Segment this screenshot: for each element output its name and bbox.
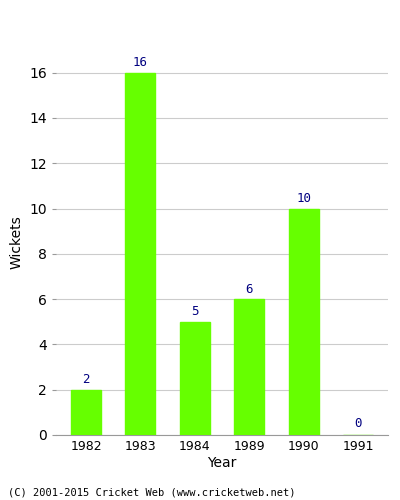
Text: 2: 2 — [82, 374, 90, 386]
Bar — [234, 299, 264, 435]
Text: 6: 6 — [246, 282, 253, 296]
Text: 0: 0 — [354, 418, 362, 430]
Bar — [126, 72, 155, 435]
X-axis label: Year: Year — [207, 456, 237, 469]
Text: 5: 5 — [191, 306, 198, 318]
Bar — [289, 208, 318, 435]
Text: 16: 16 — [133, 56, 148, 69]
Y-axis label: Wickets: Wickets — [10, 216, 24, 270]
Bar — [180, 322, 210, 435]
Text: 10: 10 — [296, 192, 311, 205]
Text: (C) 2001-2015 Cricket Web (www.cricketweb.net): (C) 2001-2015 Cricket Web (www.cricketwe… — [8, 488, 296, 498]
Bar — [71, 390, 101, 435]
